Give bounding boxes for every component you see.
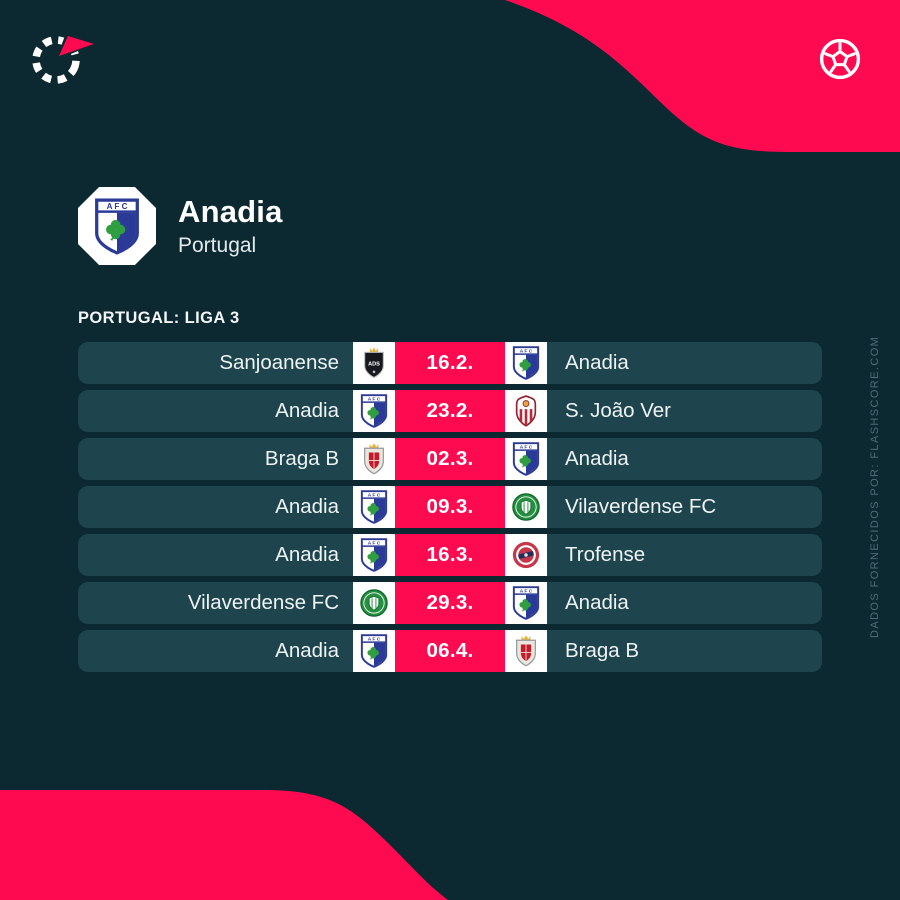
away-team-name: Vilaverdense FC [565, 495, 717, 518]
fixture-row[interactable]: Anadia 09.3. Vilaverdense FC [78, 486, 822, 528]
away-team-name: Anadia [565, 351, 629, 374]
away-team-name: Trofense [565, 543, 646, 566]
anadia-crest-icon [94, 198, 140, 255]
home-team-logo [353, 390, 395, 432]
home-team-name: Anadia [275, 543, 339, 566]
match-date: 06.4. [395, 630, 505, 672]
home-team-name: Vilaverdense FC [187, 591, 339, 614]
home-team-name: Anadia [275, 495, 339, 518]
away-team-logo [505, 582, 547, 624]
home-team-logo [353, 582, 395, 624]
home-team-name: Braga B [264, 447, 339, 470]
league-label: PORTUGAL: LIGA 3 [78, 309, 240, 327]
home-team-logo [353, 534, 395, 576]
away-team-name: Anadia [565, 591, 629, 614]
football-icon [819, 38, 861, 80]
away-team-name: S. João Ver [565, 399, 671, 422]
home-team-logo [353, 630, 395, 672]
flashscore-logo-icon [32, 30, 98, 84]
home-team-logo [353, 438, 395, 480]
home-team-name: Sanjoanense [219, 351, 339, 374]
fixture-row[interactable]: Anadia 06.4. Braga B [78, 630, 822, 672]
away-team-logo [505, 390, 547, 432]
home-team-logo [353, 486, 395, 528]
home-team-logo [353, 342, 395, 384]
fixture-row[interactable]: Vilaverdense FC 29.3. Anadia [78, 582, 822, 624]
home-team-name: Anadia [275, 399, 339, 422]
match-date: 16.2. [395, 342, 505, 384]
away-team-logo [505, 534, 547, 576]
away-team-logo [505, 486, 547, 528]
home-team-name: Anadia [275, 639, 339, 662]
fixture-row[interactable]: Braga B 02.3. Anadia [78, 438, 822, 480]
away-team-name: Anadia [565, 447, 629, 470]
match-date: 29.3. [395, 582, 505, 624]
match-date: 02.3. [395, 438, 505, 480]
club-country: Portugal [178, 234, 257, 257]
fixtures-list: Sanjoanense 16.2. Anadia Anadia 23.2. S.… [78, 342, 822, 672]
data-provider-caption: DADOS FORNECIDOS POR: FLASHSCORE.COM [869, 335, 881, 638]
away-team-name: Braga B [565, 639, 640, 662]
fixture-row[interactable]: Anadia 23.2. S. João Ver [78, 390, 822, 432]
away-team-logo [505, 342, 547, 384]
match-date: 09.3. [395, 486, 505, 528]
club-badge [78, 187, 156, 265]
fixture-row[interactable]: Anadia 16.3. Trofense [78, 534, 822, 576]
club-header: Anadia Portugal [78, 187, 283, 265]
away-team-logo [505, 630, 547, 672]
match-date: 16.3. [395, 534, 505, 576]
match-date: 23.2. [395, 390, 505, 432]
fixture-row[interactable]: Sanjoanense 16.2. Anadia [78, 342, 822, 384]
club-name: Anadia [178, 194, 283, 229]
away-team-logo [505, 438, 547, 480]
